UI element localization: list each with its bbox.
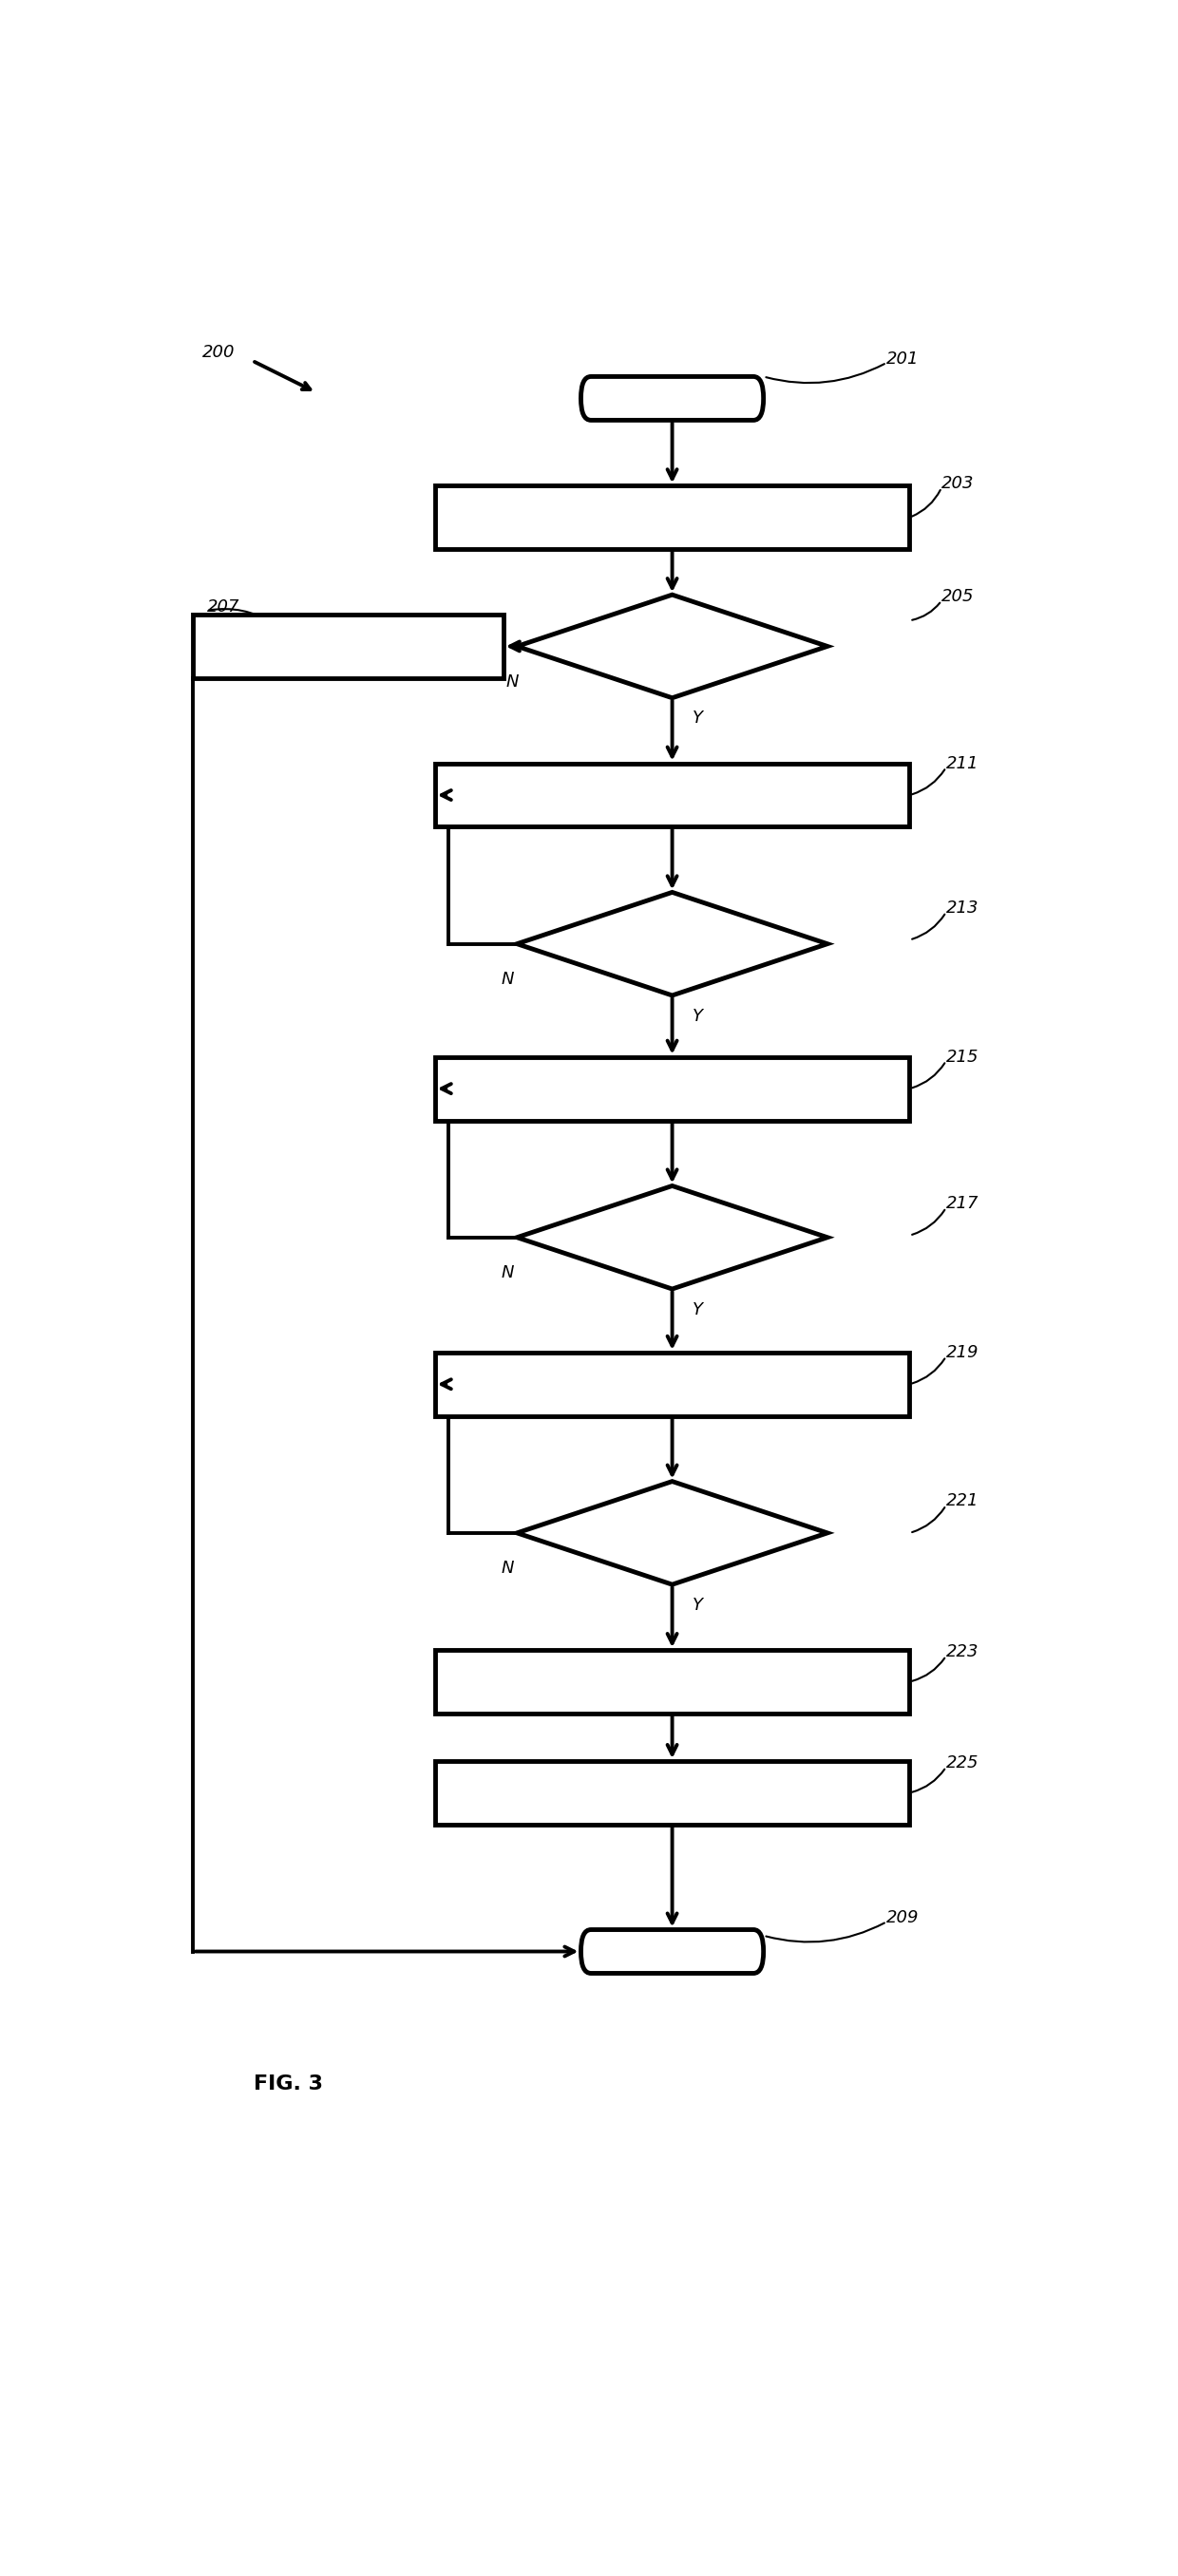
Text: 200: 200	[203, 345, 234, 361]
Text: N: N	[502, 1265, 515, 1283]
Polygon shape	[517, 595, 827, 698]
FancyBboxPatch shape	[581, 376, 763, 420]
Bar	[435, 762, 909, 827]
Text: 207: 207	[206, 598, 239, 616]
Text: N: N	[507, 672, 518, 690]
Bar	[435, 487, 909, 549]
Text: 221: 221	[946, 1492, 979, 1510]
Bar	[435, 1056, 909, 1121]
Text: N: N	[502, 971, 515, 989]
Bar	[435, 1352, 909, 1417]
Text: 223: 223	[946, 1643, 979, 1662]
Text: 219: 219	[946, 1345, 979, 1360]
Text: 215: 215	[946, 1048, 979, 1066]
Text: N: N	[502, 1561, 515, 1577]
Text: 225: 225	[946, 1754, 979, 1772]
Text: 209: 209	[887, 1909, 920, 1927]
Text: 203: 203	[941, 474, 974, 492]
Text: Y: Y	[693, 1007, 703, 1025]
Text: Y: Y	[693, 711, 703, 726]
Text: Y: Y	[693, 1301, 703, 1319]
Text: 205: 205	[941, 587, 974, 605]
Polygon shape	[517, 891, 827, 994]
Bar	[435, 1762, 909, 1824]
Bar	[435, 1651, 909, 1713]
Text: 201: 201	[887, 350, 920, 368]
Bar	[193, 616, 503, 677]
Polygon shape	[517, 1481, 827, 1584]
Text: FIG. 3: FIG. 3	[254, 2074, 324, 2094]
Text: 211: 211	[946, 755, 979, 773]
FancyBboxPatch shape	[581, 1929, 763, 1973]
Text: 217: 217	[946, 1195, 979, 1213]
Polygon shape	[517, 1185, 827, 1288]
Text: 213: 213	[946, 899, 979, 917]
Text: Y: Y	[693, 1597, 703, 1613]
